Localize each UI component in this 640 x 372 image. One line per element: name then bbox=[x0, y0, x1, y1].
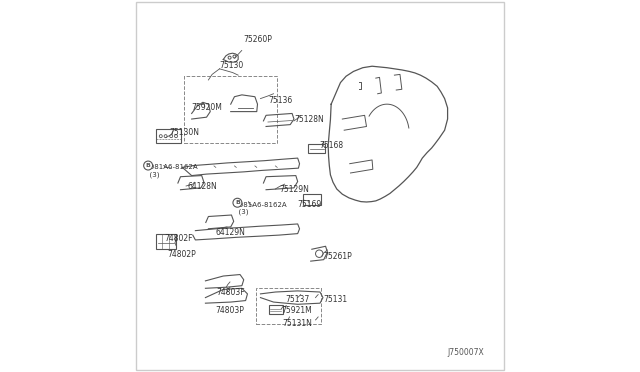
Text: B081A6-8162A
  (3): B081A6-8162A (3) bbox=[145, 164, 198, 178]
Text: 75131: 75131 bbox=[323, 295, 347, 304]
Text: B: B bbox=[146, 163, 150, 168]
Text: 75168: 75168 bbox=[319, 141, 344, 150]
Text: 75128N: 75128N bbox=[294, 115, 324, 124]
Text: J750007X: J750007X bbox=[447, 348, 484, 357]
Text: 75131N: 75131N bbox=[283, 319, 313, 328]
Circle shape bbox=[143, 161, 152, 170]
Text: 75130N: 75130N bbox=[170, 128, 199, 137]
Text: 75920M: 75920M bbox=[191, 103, 223, 112]
Text: 74803P: 74803P bbox=[215, 306, 244, 315]
Text: 75169: 75169 bbox=[298, 200, 322, 209]
Text: 75129N: 75129N bbox=[279, 185, 309, 194]
Text: 75260P: 75260P bbox=[244, 35, 273, 44]
Text: B: B bbox=[235, 200, 240, 205]
Text: 75921M: 75921M bbox=[282, 306, 312, 315]
Text: 74802P: 74802P bbox=[168, 250, 196, 259]
Text: 75136: 75136 bbox=[268, 96, 292, 105]
Text: 75261P: 75261P bbox=[324, 252, 353, 261]
Text: 64128N: 64128N bbox=[188, 182, 218, 190]
Text: 74802F: 74802F bbox=[164, 234, 193, 243]
Text: B081A6-8162A
  (3): B081A6-8162A (3) bbox=[234, 202, 287, 215]
Text: 64129N: 64129N bbox=[216, 228, 246, 237]
Text: 75130: 75130 bbox=[220, 61, 244, 70]
Text: 75137: 75137 bbox=[286, 295, 310, 304]
Circle shape bbox=[233, 198, 242, 207]
Text: 74803F: 74803F bbox=[216, 288, 244, 296]
